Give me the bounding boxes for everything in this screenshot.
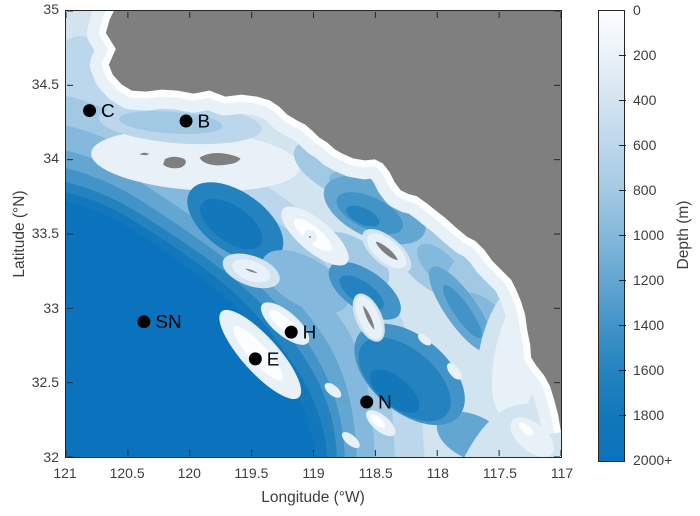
x-tick-label: 121 (53, 465, 77, 481)
depth-colorbar (598, 10, 625, 462)
bank (446, 363, 462, 380)
depth-band-2000 (66, 202, 315, 457)
depth-basin (200, 198, 263, 250)
station-marker-E (248, 352, 262, 366)
axis-ticks (66, 11, 561, 457)
santa-rosa-island (154, 148, 194, 177)
santa-catalina-island (367, 233, 406, 269)
station-label-B: B (197, 111, 210, 132)
colorbar-tick-label: 200 (633, 47, 657, 63)
santa-cruz-island (191, 145, 250, 174)
san-nicolas-island (235, 260, 267, 282)
colorbar-tick-label: 1400 (633, 317, 665, 333)
sb-basin (118, 110, 223, 135)
bathymetry-map-canvas: C B SN H E N (66, 11, 561, 457)
san-diego-trough (442, 285, 482, 339)
colorbar-tick (619, 234, 626, 236)
colorbar-tick-label: 2000+ (633, 452, 673, 468)
mainland-coast (105, 11, 561, 433)
x-tick-label: 117 (550, 465, 574, 481)
station-label-E: E (267, 349, 280, 370)
colorbar-tick (619, 189, 626, 191)
depth-band (261, 250, 349, 314)
station-marker-H (284, 325, 298, 339)
station-marker-C (83, 104, 96, 118)
colorbar-tick-label: 800 (633, 182, 657, 198)
colorbar-tick (619, 99, 626, 101)
colorbar-tick-label: 1600 (633, 362, 665, 378)
colorbar-tick-label: 400 (633, 92, 657, 108)
colorbar-tick (619, 324, 626, 326)
colorbar-tick (619, 54, 626, 56)
colorbar-tick (619, 369, 626, 371)
colorbar-tick-label: 600 (633, 137, 657, 153)
x-tick-label: 120.5 (109, 465, 145, 481)
colorbar-tick-label: 1000 (633, 227, 665, 243)
colorbar-tick-label: 1800 (633, 407, 665, 423)
x-tick-label: 119 (302, 465, 325, 481)
station-label-C: C (101, 101, 115, 122)
colorbar-tick (619, 279, 626, 281)
x-axis-title: Longitude (°W) (261, 489, 365, 506)
x-tick-label: 120 (177, 465, 201, 481)
y-tick-label: 35 (43, 1, 59, 17)
bank (518, 422, 534, 436)
san-clemente-island (355, 296, 383, 339)
colorbar-tick (619, 144, 626, 146)
station-label-N: N (378, 392, 392, 413)
bank (324, 382, 342, 398)
x-tick-label: 118 (426, 465, 449, 481)
y-tick-label: 32.5 (31, 374, 59, 391)
santa-barbara-island (303, 230, 317, 244)
y-tick-label: 33.5 (31, 225, 59, 241)
y-tick-label: 32 (43, 449, 59, 465)
y-tick-label: 34 (43, 150, 59, 167)
x-tick-label: 118.5 (358, 465, 393, 481)
santa-monica-basin (346, 205, 380, 227)
anacapa-island (254, 151, 281, 166)
depth-basin (358, 337, 451, 422)
y-tick-label: 34.5 (31, 75, 59, 92)
x-tick-label: 117.5 (482, 465, 517, 481)
station-marker-SN (137, 315, 151, 329)
colorbar-tick-label: 0 (633, 2, 641, 18)
map-plot-area: C B SN H E N (65, 10, 562, 458)
bank (370, 414, 386, 428)
colorbar-tick (619, 414, 626, 416)
colorbar-tick-label: 1200 (633, 272, 665, 288)
station-marker-N (360, 395, 374, 409)
station-label-H: H (303, 323, 317, 344)
islands (131, 144, 406, 339)
station-markers: C B SN H E N (83, 101, 392, 413)
x-tick-label: 119.5 (234, 465, 269, 481)
y-tick-label: 33 (43, 299, 59, 316)
depth-basin (370, 369, 420, 414)
bank (341, 432, 360, 449)
station-label-SN: SN (155, 312, 181, 333)
san-miguel-island (131, 144, 160, 164)
bank (417, 333, 432, 346)
station-marker-B (179, 114, 193, 128)
